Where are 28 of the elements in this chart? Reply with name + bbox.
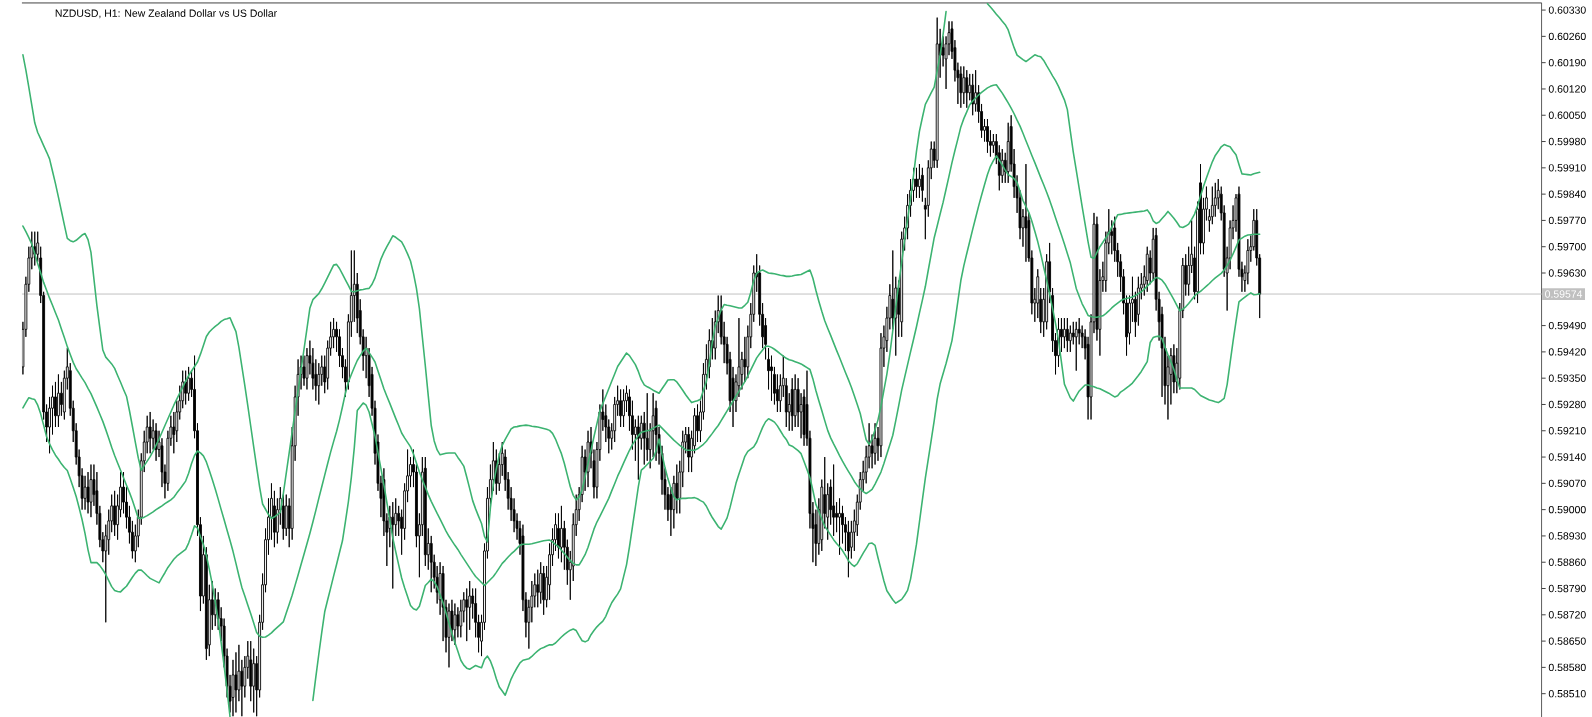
y-tick-label: 0.59280 bbox=[1548, 400, 1586, 409]
y-tick-label: 0.58510 bbox=[1548, 689, 1586, 698]
y-tick-label: 0.58930 bbox=[1548, 532, 1586, 540]
y-tick-label: 0.60050 bbox=[1548, 111, 1586, 119]
y-tick-label: 0.59070 bbox=[1548, 479, 1586, 488]
y-tick-label: 0.59210 bbox=[1548, 427, 1586, 435]
y-tick-label: 0.58720 bbox=[1548, 611, 1586, 619]
y-tick-label: 0.60120 bbox=[1548, 85, 1586, 93]
y-tick-label: 0.59910 bbox=[1548, 164, 1586, 172]
y-tick-label: 0.59630 bbox=[1548, 269, 1586, 277]
y-tick-label: 0.59700 bbox=[1548, 243, 1586, 251]
ref-line-label: 0.59574 bbox=[1545, 290, 1583, 298]
y-tick-label: 0.60260 bbox=[1548, 32, 1586, 41]
y-tick-label: 0.59420 bbox=[1548, 348, 1586, 356]
text: NZDUSD, H1: New Zealand Dollar vs US Dollar bbox=[55, 9, 277, 19]
y-tick-label: 0.58860 bbox=[1548, 558, 1586, 566]
y-tick-label: 0.59140 bbox=[1548, 453, 1586, 461]
y-tick-label: 0.59770 bbox=[1548, 216, 1586, 225]
y-tick-label: 0.59980 bbox=[1548, 137, 1586, 146]
y-tick-label: 0.59000 bbox=[1548, 505, 1586, 514]
y-tick-label: 0.58650 bbox=[1548, 637, 1586, 645]
y-tick-label: 0.59490 bbox=[1548, 321, 1586, 330]
y-tick-label: 0.59840 bbox=[1548, 190, 1586, 198]
y-tick-label: 0.58790 bbox=[1548, 584, 1586, 593]
y-tick-label: 0.60330 bbox=[1548, 6, 1586, 14]
y-tick-label: 0.60190 bbox=[1548, 58, 1586, 67]
y-tick-label: 0.58580 bbox=[1548, 663, 1586, 672]
y-tick-label: 0.59350 bbox=[1548, 374, 1586, 382]
